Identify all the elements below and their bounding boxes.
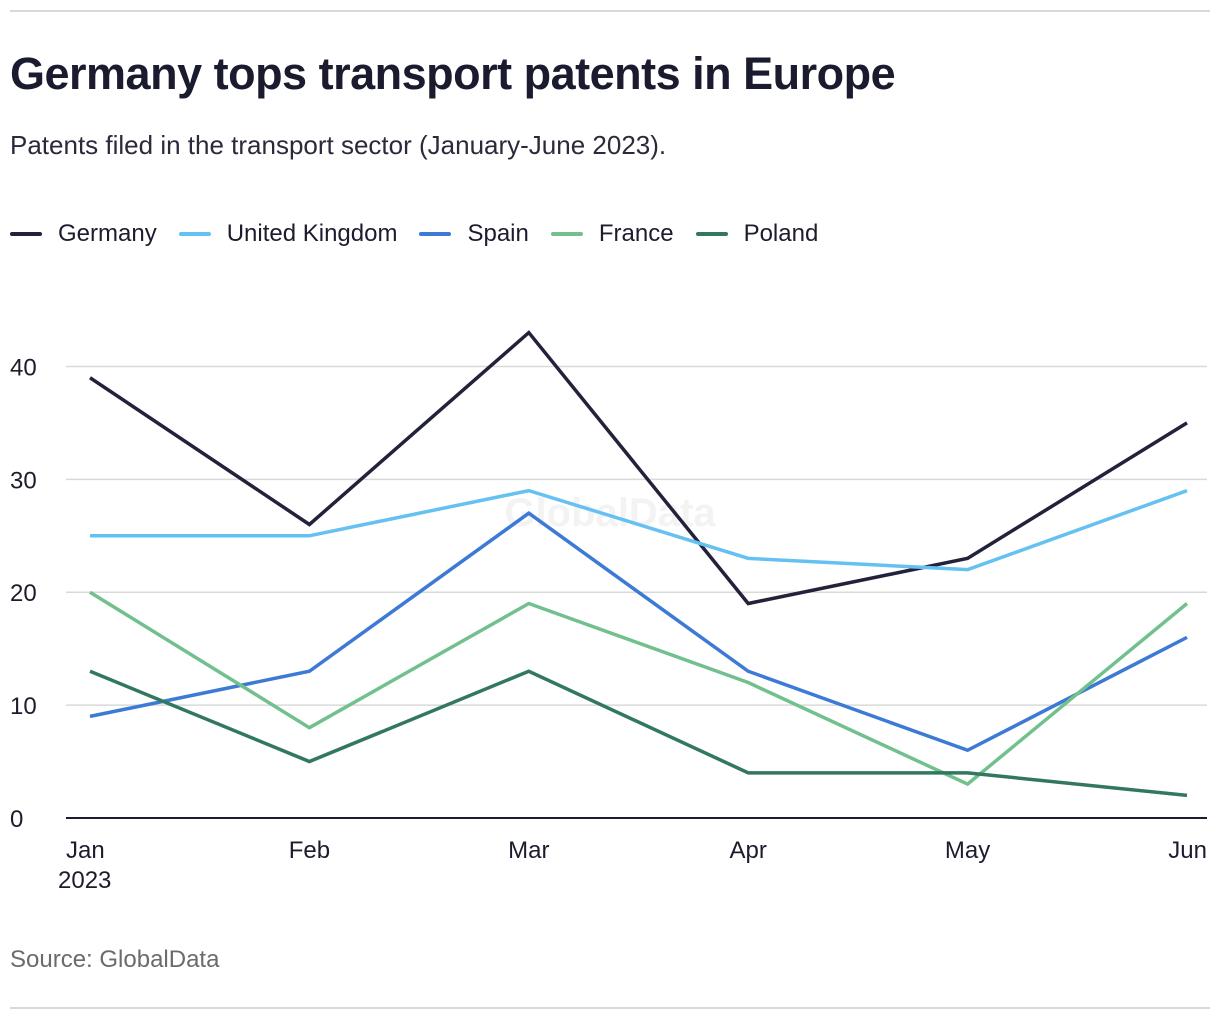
y-tick-label-40: 40 xyxy=(10,354,37,381)
legend-label-germany: Germany xyxy=(58,220,157,247)
legend-item-spain[interactable]: Spain xyxy=(419,220,529,248)
legend-swatch-germany xyxy=(10,232,42,236)
x-tick-label-may: May xyxy=(945,837,990,864)
series-line-spain[interactable] xyxy=(89,511,1188,753)
legend-label-spain: Spain xyxy=(467,220,529,247)
series-line-germany[interactable] xyxy=(89,330,1188,606)
legend-label-united-kingdom: United Kingdom xyxy=(226,220,398,247)
x-axis-ticks: Jan 2023 Feb Mar Apr May Jun xyxy=(58,837,1207,894)
x-tick-label-feb: Feb xyxy=(289,837,330,864)
legend-swatch-france xyxy=(550,232,583,236)
y-axis-ticks: 0 10 20 30 40 xyxy=(10,354,37,833)
source-note: Source: GlobalData xyxy=(10,946,220,973)
legend-swatch-poland xyxy=(695,232,728,236)
y-tick-label-20: 20 xyxy=(10,580,37,607)
chart-title: Germany tops transport patents in Europe xyxy=(10,48,896,99)
series-line-united-kingdom[interactable] xyxy=(90,488,1188,572)
legend-label-france: France xyxy=(598,220,674,247)
y-tick-label-30: 30 xyxy=(10,467,37,494)
watermark: GlobalData xyxy=(504,491,716,535)
series-line-france[interactable] xyxy=(89,590,1189,787)
legend-item-united-kingdom[interactable]: United Kingdom xyxy=(178,220,398,248)
chart-subtitle: Patents filed in the transport sector (J… xyxy=(10,130,667,160)
x-tick-label-apr: Apr xyxy=(730,837,767,864)
grid-lines xyxy=(66,365,1207,819)
legend-item-poland[interactable]: Poland xyxy=(695,220,819,248)
legend-swatch-spain xyxy=(419,232,452,236)
series-lines xyxy=(89,330,1189,798)
series-line-poland[interactable] xyxy=(89,669,1188,798)
legend-swatch-united-kingdom xyxy=(178,232,211,236)
legend-item-germany[interactable]: Germany xyxy=(10,220,157,248)
x-tick-label-mar: Mar xyxy=(508,837,549,864)
legend: Germany United Kingdom Spain France Pola… xyxy=(10,220,840,248)
legend-item-france[interactable]: France xyxy=(550,220,674,248)
bottom-divider xyxy=(10,1007,1210,1009)
y-tick-label-10: 10 xyxy=(10,693,37,720)
x-tick-label-jan: Jan xyxy=(66,837,105,864)
legend-label-poland: Poland xyxy=(743,220,819,247)
x-tick-label-jun: Jun xyxy=(1168,837,1207,864)
x-tick-sublabel-jan: 2023 xyxy=(58,867,111,894)
top-divider xyxy=(10,10,1210,12)
y-tick-label-0: 0 xyxy=(10,806,23,833)
